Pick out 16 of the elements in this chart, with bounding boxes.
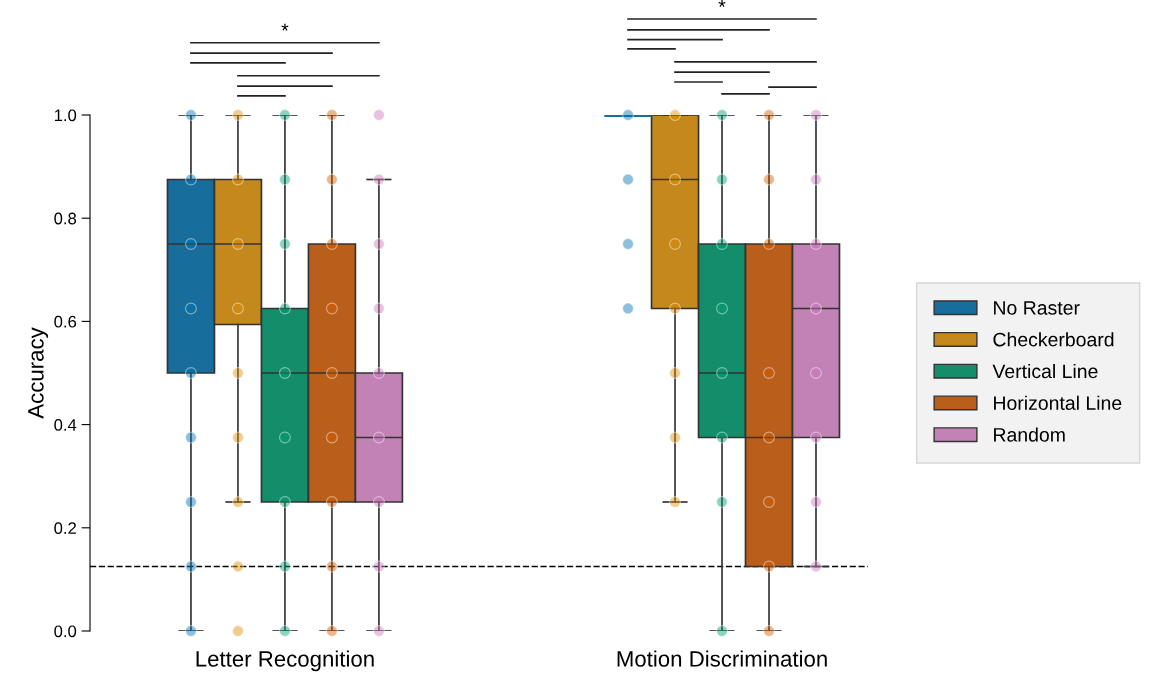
y-tick-label: 0.6 (54, 315, 77, 328)
y-tick-label: 0.8 (54, 212, 77, 225)
text: * (281, 23, 289, 31)
text: * (718, 0, 726, 7)
y-axis-title: Accuracy (28, 327, 49, 419)
x-tick-label: Motion Discrimination (617, 650, 827, 667)
x-tick-label: Letter Recognition (196, 650, 374, 672)
y-tick-label: 0.4 (54, 419, 77, 431)
y-tick-label: 0.0 (54, 625, 77, 638)
legend-label: Vertical Line (992, 363, 1098, 379)
y-tick-label: 0.2 (54, 522, 76, 534)
y-tick-label: 1.0 (54, 109, 77, 122)
legend-label: Random (994, 427, 1065, 442)
legend-label: Horizontal Line (994, 395, 1122, 410)
legend-label: No Raster (994, 301, 1080, 315)
legend-label: Checkerboard (993, 332, 1114, 347)
